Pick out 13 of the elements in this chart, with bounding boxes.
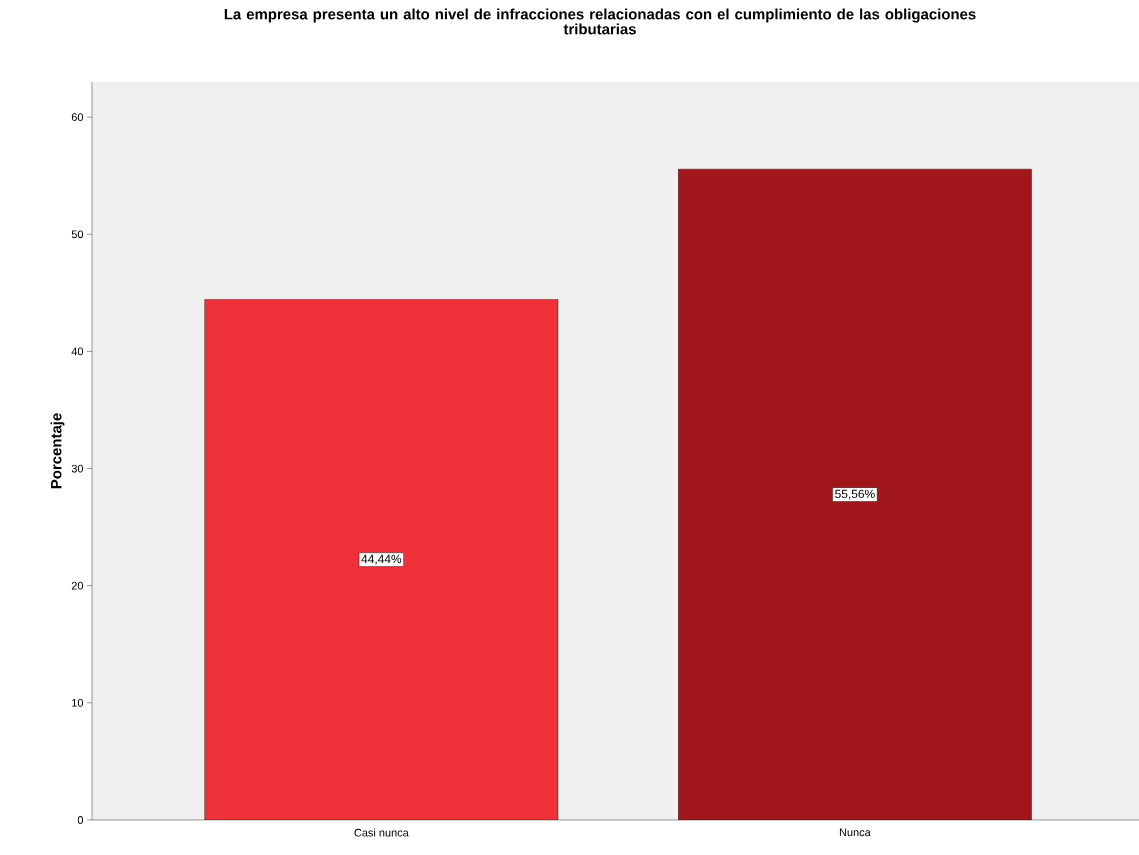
- data-label: 44,44%: [361, 554, 402, 565]
- y-tick-label: 60: [71, 113, 84, 122]
- y-tick-label: 0: [77, 816, 84, 824]
- data-label: 55,56%: [835, 489, 875, 500]
- y-tick-label: 20: [71, 581, 84, 590]
- y-tick-label: 50: [71, 230, 84, 239]
- chart-title: La empresa presenta un alto nivel de infracciones relacionadas con el cumplimiento de las obligaciones tributarias: [224, 8, 976, 35]
- y-tick-label: 40: [71, 347, 84, 356]
- x-tick-label: Nunca: [839, 828, 871, 837]
- y-axis-title: Porcentaje: [50, 413, 65, 489]
- x-tick-label: Casi nunca: [354, 828, 409, 837]
- y-tick-label: 10: [72, 698, 84, 707]
- y-tick-label: 30: [71, 464, 84, 473]
